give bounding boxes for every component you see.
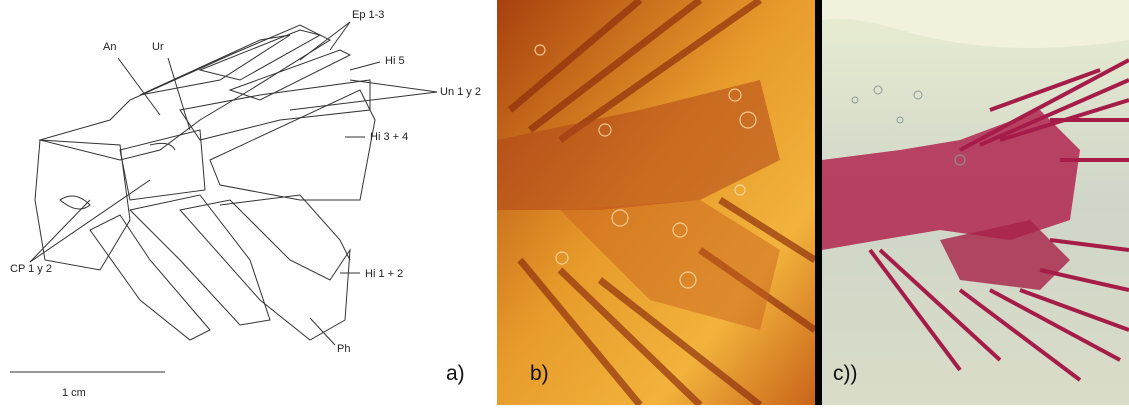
annotation: CP 1 y 2	[10, 263, 52, 275]
annotation: Ur	[152, 41, 164, 53]
panel-label: c))	[833, 362, 858, 385]
figure: Ep 1-3 An Ur Hi 5 Un 1 y 2 Hi 3 + 4 CP 1…	[0, 0, 1129, 405]
annotation: Hi 5	[385, 55, 405, 67]
annotation: An	[103, 41, 116, 53]
page: Ep 1-3 An Ur Hi 5 Un 1 y 2 Hi 3 + 4 CP 1…	[0, 0, 1129, 405]
panel-label: a)	[446, 362, 465, 385]
annotation: Hi 1 + 2	[365, 268, 403, 280]
scale-bar-label: 1 cm	[62, 387, 86, 399]
photo-b	[497, 0, 815, 405]
drawing	[10, 22, 437, 372]
annotation: Hi 3 + 4	[370, 131, 408, 143]
annotation: Ph	[337, 343, 350, 355]
divider	[815, 0, 822, 405]
annotation: Un 1 y 2	[440, 86, 481, 98]
photo-c	[822, 0, 1129, 405]
panel-label: b)	[530, 362, 549, 385]
annotation: Ep 1-3	[352, 9, 384, 21]
